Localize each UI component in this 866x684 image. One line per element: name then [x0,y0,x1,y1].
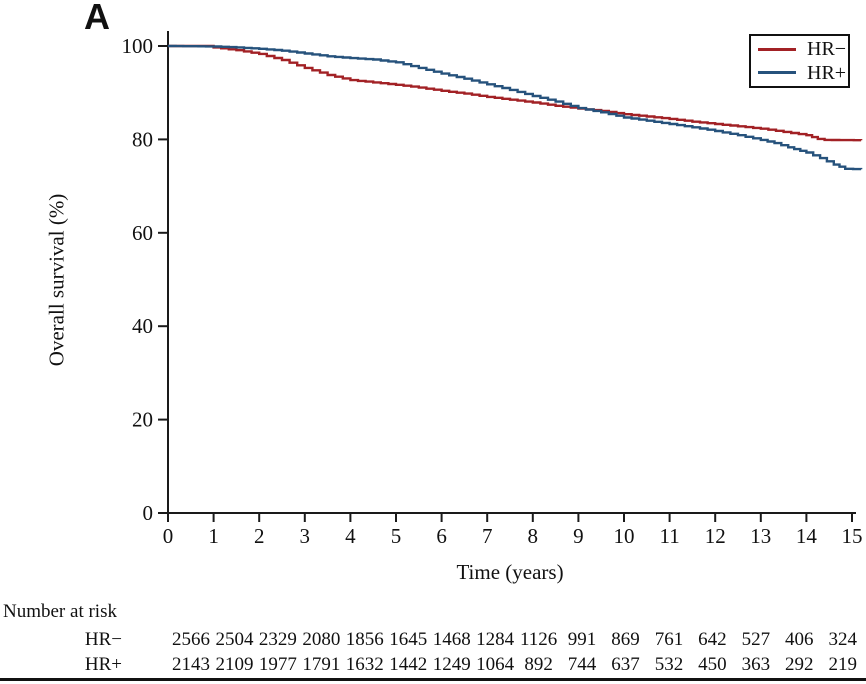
x-tick-label: 3 [300,524,311,548]
risk-count: 2143 [172,654,210,675]
risk-count: 1249 [432,654,471,675]
survival-curve-hr-minus [168,44,863,142]
risk-count: 527 [741,629,771,650]
x-tick-label: 8 [528,524,539,548]
risk-count: 324 [828,629,858,650]
risk-count: 406 [785,629,814,650]
risk-count: 642 [698,629,727,650]
x-axis-label: Time (years) [456,560,564,584]
risk-count: 744 [567,654,597,675]
legend-entry-hr-minus: HR− [751,39,848,59]
y-tick-label: 40 [132,314,153,338]
hr-minus-line-swatch [758,47,796,51]
risk-count: 219 [828,654,858,675]
x-tick-label: 14 [796,524,818,548]
x-tick-label: 0 [163,524,174,548]
risk-count: 892 [524,654,553,675]
x-tick-label: 15 [842,524,863,548]
risk-row-label-hr-plus: HR+ [84,654,122,675]
risk-count: 363 [741,654,771,675]
risk-count: 1632 [345,654,384,675]
risk-count: 1468 [432,629,471,650]
y-tick-label: 100 [122,34,154,58]
legend-label-hr-minus: HR− [807,38,847,61]
y-tick-label: 20 [132,408,153,432]
risk-count: 1977 [258,654,297,675]
y-tick-label: 60 [132,221,153,245]
legend-label-hr-plus: HR+ [807,61,847,84]
y-tick-label: 80 [132,127,153,151]
risk-count: 1791 [302,654,341,675]
panel-label: A [84,0,110,37]
bottom-rule [0,678,866,681]
x-tick-label: 10 [614,524,635,548]
risk-row-label-hr-minus: HR− [84,629,122,650]
x-tick-label: 9 [573,524,584,548]
risk-count: 1645 [389,629,428,650]
risk-count: 2566 [172,629,210,650]
risk-count: 637 [611,654,640,675]
x-tick-label: 6 [436,524,447,548]
x-tick-label: 12 [705,524,726,548]
risk-count: 532 [654,654,684,675]
y-axis-label: Overall survival (%) [44,193,69,367]
hr-plus-line-swatch [758,71,796,75]
risk-count: 1126 [519,629,558,650]
risk-count: 2109 [215,654,254,675]
risk-count: 1284 [476,629,515,650]
legend-box: HR− HR+ [749,34,850,88]
risk-count: 1442 [389,654,428,675]
x-tick-label: 5 [391,524,402,548]
x-tick-label: 1 [208,524,219,548]
risk-count: 292 [785,654,814,675]
risk-count: 2080 [302,629,341,650]
survival-curve-hr-plus [168,44,863,171]
y-tick-label: 0 [143,501,154,525]
risk-count: 1064 [476,654,515,675]
x-tick-label: 4 [345,524,356,548]
legend-entry-hr-plus: HR+ [751,63,848,83]
risk-count: 2504 [215,629,254,650]
risk-count: 869 [611,629,640,650]
x-tick-label: 7 [482,524,493,548]
x-tick-label: 2 [254,524,265,548]
x-tick-label: 13 [750,524,771,548]
number-at-risk-title: Number at risk [3,601,117,622]
risk-count: 761 [654,629,684,650]
x-tick-label: 11 [659,524,679,548]
risk-count: 991 [567,629,597,650]
risk-count: 1856 [345,629,384,650]
risk-count: 450 [698,654,727,675]
risk-count: 2329 [258,629,297,650]
